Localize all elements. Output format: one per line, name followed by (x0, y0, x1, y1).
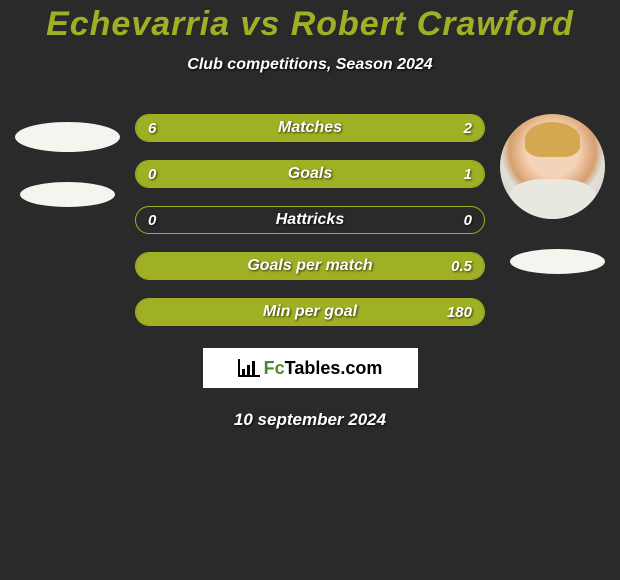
stat-label: Goals per match (136, 257, 484, 275)
main-area: 6Matches20Goals10Hattricks0Goals per mat… (0, 114, 620, 326)
stat-label: Hattricks (136, 211, 484, 229)
stat-value-right: 2 (464, 120, 472, 137)
stat-label: Min per goal (136, 303, 484, 321)
stat-bar: 0Goals1 (135, 160, 485, 188)
subtitle: Club competitions, Season 2024 (0, 56, 620, 74)
stat-value-right: 180 (447, 304, 472, 321)
stat-bar: Goals per match0.5 (135, 252, 485, 280)
player-left-avatar-placeholder (15, 122, 120, 152)
chart-icon (238, 359, 260, 377)
player-left-name-placeholder (20, 182, 115, 207)
comparison-widget: Echevarria vs Robert Crawford Club compe… (0, 0, 620, 430)
player-right-avatar (500, 114, 605, 219)
stat-label: Goals (136, 165, 484, 183)
player-left-column (10, 114, 125, 207)
stat-value-right: 0.5 (451, 258, 472, 275)
stat-value-right: 0 (464, 212, 472, 229)
stat-bar: Min per goal180 (135, 298, 485, 326)
player-right-column (495, 114, 610, 274)
logo-text: FcTables.com (264, 358, 383, 379)
page-title: Echevarria vs Robert Crawford (0, 5, 620, 44)
site-logo[interactable]: FcTables.com (203, 348, 418, 388)
date-text: 10 september 2024 (0, 410, 620, 430)
stat-label: Matches (136, 119, 484, 137)
player-right-name-placeholder (510, 249, 605, 274)
stat-bar: 0Hattricks0 (135, 206, 485, 234)
stat-bar: 6Matches2 (135, 114, 485, 142)
stats-column: 6Matches20Goals10Hattricks0Goals per mat… (135, 114, 485, 326)
stat-value-right: 1 (464, 166, 472, 183)
